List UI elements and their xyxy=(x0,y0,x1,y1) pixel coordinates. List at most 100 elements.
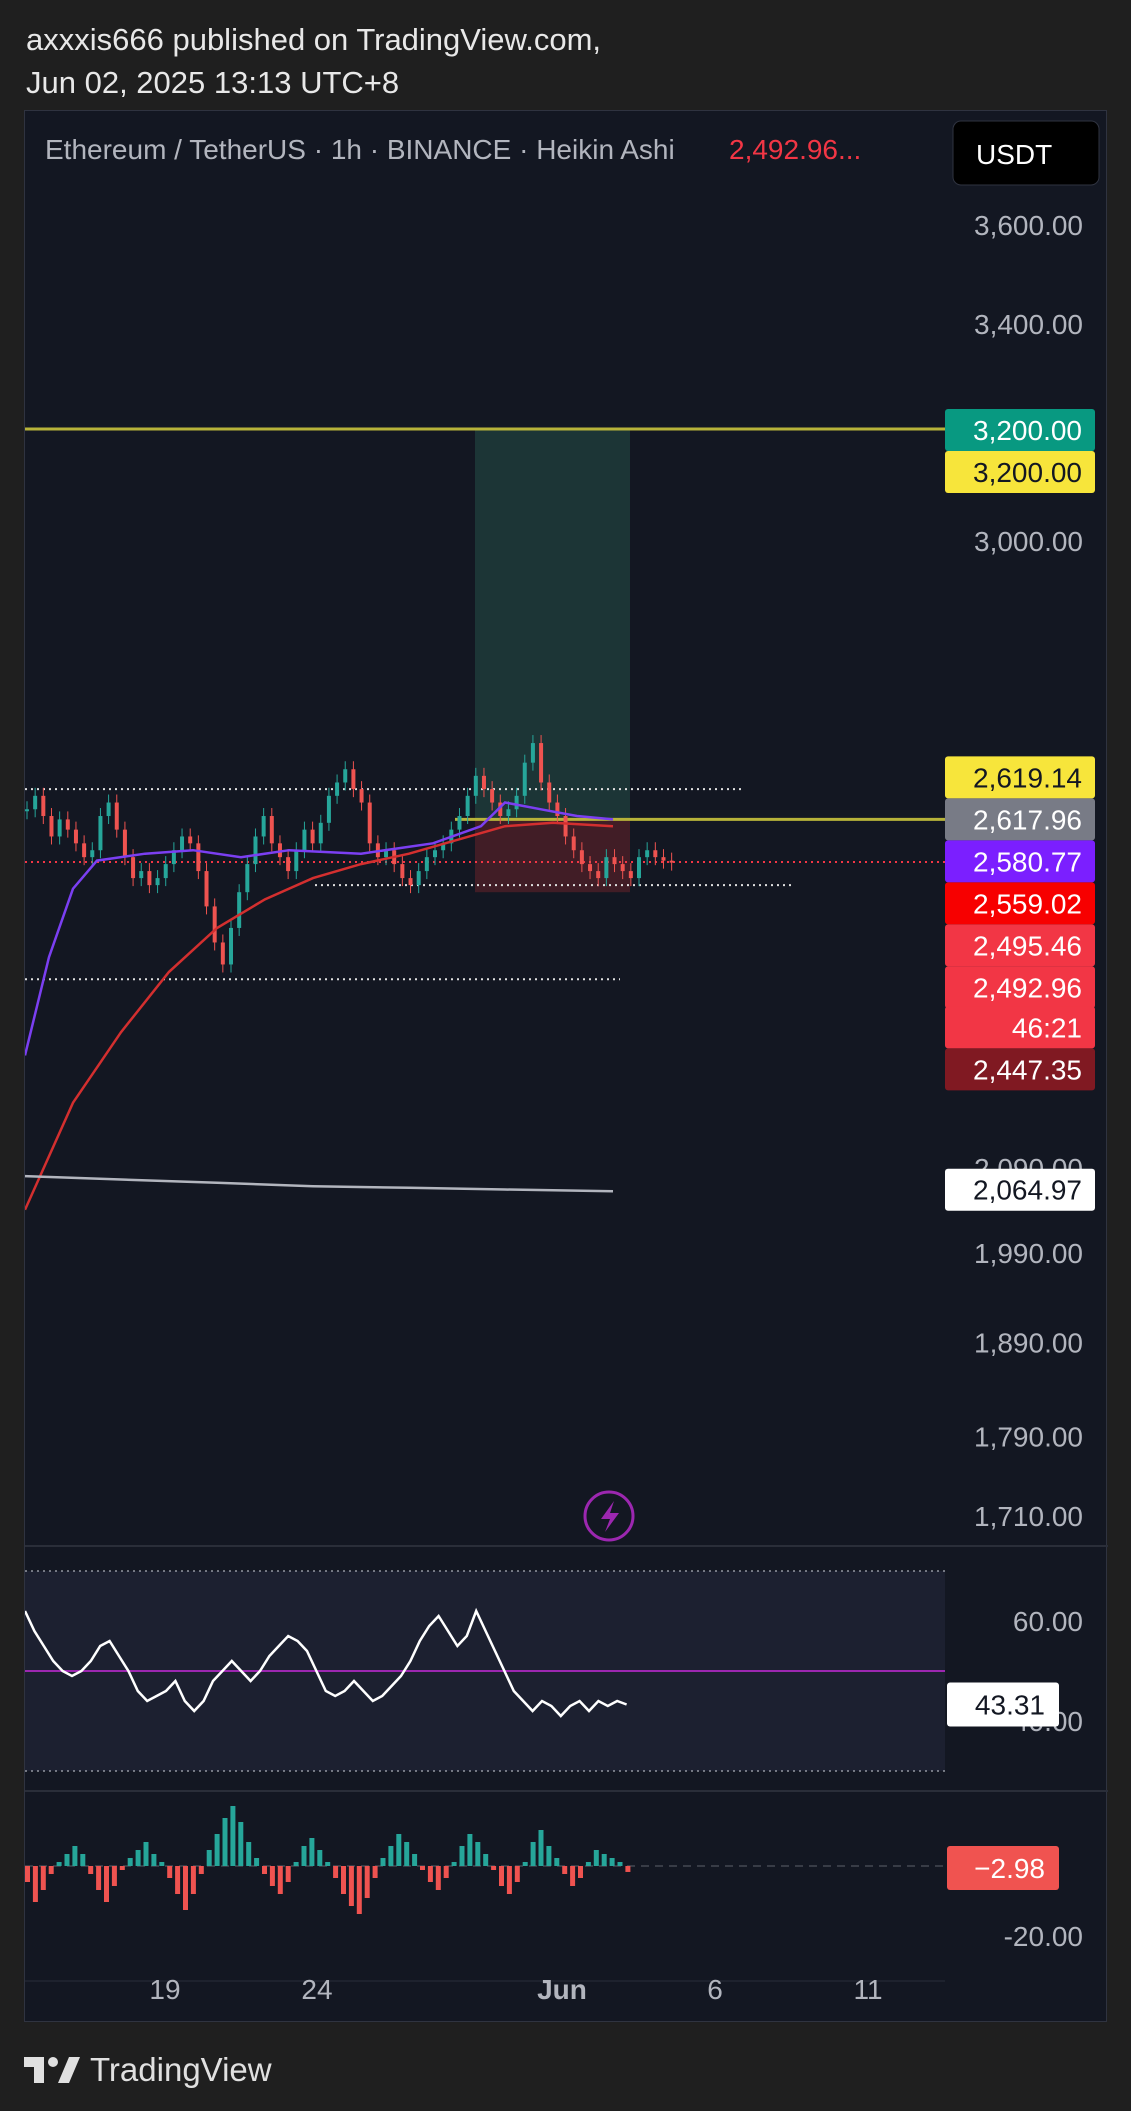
oscillator-bar xyxy=(554,1858,560,1866)
oscillator-bar xyxy=(443,1866,449,1878)
oscillator-bar xyxy=(285,1866,291,1882)
time-axis-tick: 24 xyxy=(301,1974,332,2005)
oscillator-bar xyxy=(301,1846,307,1866)
candle xyxy=(359,789,364,803)
oscillator-bar xyxy=(499,1866,504,1886)
footer-brand[interactable]: TradingView xyxy=(90,2051,272,2088)
oscillator-bar xyxy=(585,1862,591,1866)
oscillator-bar xyxy=(364,1866,370,1898)
oscillator-bar xyxy=(380,1858,386,1866)
price-label-text: 2,617.96 xyxy=(973,804,1082,835)
candle xyxy=(604,857,609,879)
oscillator-bar xyxy=(254,1858,260,1866)
candle xyxy=(563,816,568,837)
candle xyxy=(481,775,486,790)
candle xyxy=(473,775,478,796)
rsi-line xyxy=(25,1607,628,1718)
candle xyxy=(424,857,429,872)
candle xyxy=(139,871,144,879)
oscillator-bar xyxy=(293,1862,299,1866)
price-label-box xyxy=(945,840,1095,883)
oscillator-bar xyxy=(412,1854,418,1866)
oscillator-bar xyxy=(238,1822,244,1866)
oscillator-bar xyxy=(40,1866,46,1890)
oscillator-bar xyxy=(151,1854,157,1866)
footer: TradingView xyxy=(24,2045,272,2095)
oscillator-axis-tick: -20.00 xyxy=(1004,1921,1083,1952)
oscillator-bar xyxy=(467,1834,473,1866)
candle xyxy=(212,906,217,943)
oscillator-bar xyxy=(64,1854,70,1866)
time-axis-tick: Jun xyxy=(537,1974,587,2005)
oscillator-bar xyxy=(601,1854,607,1866)
oscillator-layer: −2.98 -20.00 xyxy=(25,1806,1083,1952)
price-axis-tick: 3,400.00 xyxy=(974,309,1083,340)
oscillator-bar xyxy=(491,1866,497,1870)
time-axis: 19 24 Jun 6 11 xyxy=(149,1974,882,2005)
publisher-line: axxxis666 published on TradingView.com, xyxy=(26,22,601,57)
price-axis-tick: 1,990.00 xyxy=(974,1238,1083,1269)
lightning-icon[interactable] xyxy=(583,1490,635,1542)
price-label-text: 3,200.00 xyxy=(973,457,1082,488)
oscillator-bar xyxy=(427,1866,433,1882)
oscillator-bar xyxy=(262,1866,267,1874)
currency-button[interactable]: USDT xyxy=(952,120,1100,186)
candle xyxy=(547,782,552,803)
candle xyxy=(522,762,527,796)
oscillator-bar xyxy=(48,1866,54,1874)
candle xyxy=(384,850,389,858)
oscillator-bar xyxy=(214,1834,220,1866)
oscillator-bar xyxy=(372,1866,378,1878)
oscillator-bar xyxy=(80,1854,86,1866)
oscillator-bar xyxy=(269,1866,275,1886)
candle xyxy=(433,850,437,858)
candle xyxy=(628,871,633,879)
oscillator-bar xyxy=(230,1806,236,1866)
main-price-layer xyxy=(25,427,945,1211)
candle xyxy=(122,829,127,858)
oscillator-bar xyxy=(514,1866,520,1882)
candle xyxy=(98,816,103,851)
candle xyxy=(73,829,78,844)
oscillator-value-box xyxy=(947,1846,1059,1890)
oscillator-bar xyxy=(198,1866,204,1874)
candle xyxy=(277,843,282,858)
candle xyxy=(33,795,38,810)
candle xyxy=(82,843,87,858)
candle xyxy=(49,816,54,837)
oscillator-bar xyxy=(451,1862,457,1866)
candle xyxy=(506,809,511,817)
oscillator-bar xyxy=(570,1866,576,1886)
oscillator-bar xyxy=(167,1866,173,1878)
tradingview-logo-icon[interactable] xyxy=(24,2057,80,2083)
oscillator-bar xyxy=(25,1866,30,1882)
oscillator-bar xyxy=(562,1866,568,1874)
price-label-text: 2,447.35 xyxy=(973,1054,1082,1085)
rsi-value-label: 43.31 xyxy=(975,1689,1045,1720)
price-axis-tick: 1,710.00 xyxy=(974,1501,1083,1532)
candle xyxy=(106,802,111,817)
candle xyxy=(318,822,323,844)
candle xyxy=(204,871,209,907)
oscillator-bar xyxy=(333,1866,339,1878)
symbol-legend[interactable]: Ethereum / TetherUS · 1h · BINANCE · Hei… xyxy=(45,134,675,165)
candle xyxy=(612,857,617,865)
oscillator-bar xyxy=(175,1866,181,1894)
candle xyxy=(25,809,29,812)
candle xyxy=(286,857,291,872)
target-zone xyxy=(475,429,630,820)
candle xyxy=(408,878,413,886)
oscillator-bar xyxy=(475,1842,481,1866)
oscillator-bar xyxy=(388,1846,394,1866)
rsi-axis-tick: 60.00 xyxy=(1013,1606,1083,1637)
oscillator-bar xyxy=(530,1842,536,1866)
price-label-box xyxy=(945,1168,1095,1211)
candle xyxy=(498,802,503,817)
oscillator-bar xyxy=(96,1866,102,1890)
candle xyxy=(579,850,584,865)
candle xyxy=(596,871,601,879)
price-label-box xyxy=(945,1048,1095,1091)
